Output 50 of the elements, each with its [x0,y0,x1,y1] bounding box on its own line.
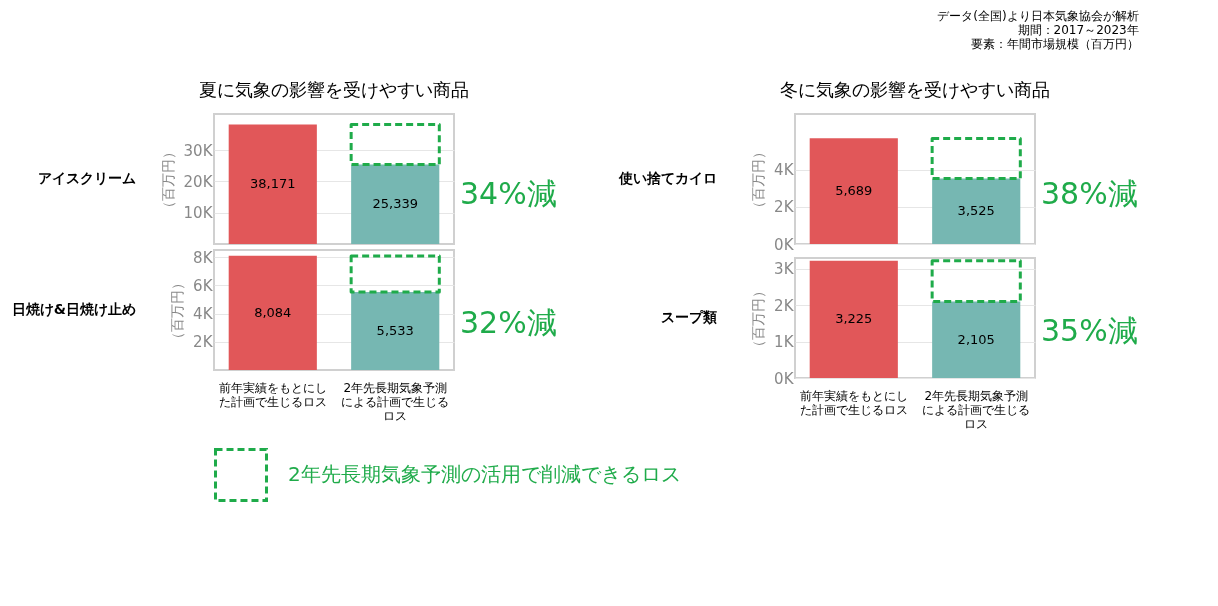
text: 35%減 [1041,313,1138,349]
y-tick-label: 1K [774,333,795,352]
chart-title: 冬に気象の影響を受けやすい商品 [780,79,1050,100]
y-tick-label: 10K [183,204,214,223]
y-tick-label: 8K [193,248,214,267]
data-label: 2,105 [957,331,995,347]
text: アイスクリーム [38,170,136,186]
data-label: 38,171 [250,176,296,192]
bar [349,254,441,294]
text: スープ類 [661,309,717,325]
x-tick-label: 2年先長期気象予測による計画で生じるロス [341,380,450,423]
data-label: 5,689 [835,183,873,199]
data-label: 8,084 [254,304,292,320]
y-tick-label: 4K [193,305,214,324]
y-tick-label: 0K [774,235,795,254]
text: 32%減 [460,305,557,341]
bar [351,164,440,244]
text: 34%減 [460,175,557,211]
y-tick-label: 2K [774,198,795,217]
chart-title: 夏に気象の影響を受けやすい商品 [199,79,469,100]
bar [228,255,317,370]
y-axis-title: （百万円） [159,144,176,215]
y-tick-label: 0K [774,369,795,388]
bar [349,123,441,167]
text: 使い捨てカイロ [618,170,717,186]
x-tick-label: 2年先長期気象予測による計画で生じるロス [922,388,1031,431]
text: 要素：年間市場規模（百万円） [970,37,1139,51]
y-tick-label: 20K [183,172,214,191]
y-axis-title: （百万円） [750,144,767,215]
text: データ(全国)より日本気象協会が解析 [937,9,1139,23]
text: 38%減 [1041,175,1138,211]
y-tick-label: 30K [183,141,214,160]
text: 期間：2017～2023年 [1017,23,1139,37]
data-label: 5,533 [376,322,414,338]
y-axis-title: （百万円） [750,283,767,354]
x-tick-label: 前年実績をもとにした計画で生じるロス [218,380,327,409]
y-tick-label: 2K [193,333,214,352]
data-label: 3,225 [835,311,873,327]
data-label: 25,339 [372,196,418,212]
y-tick-label: 2K [774,296,795,315]
y-axis-title: （百万円） [169,275,186,346]
x-tick-label: 前年実績をもとにした計画で生じるロス [799,388,908,417]
text: 日焼け&日焼け止め [11,301,136,317]
data-label: 3,525 [957,203,995,219]
y-tick-label: 3K [774,260,795,279]
y-tick-label: 4K [774,161,795,180]
y-tick-label: 6K [193,276,214,295]
bar [228,124,317,244]
bar [351,291,440,370]
text: 2年先長期気象予測の活用で削減できるロス [288,462,681,486]
